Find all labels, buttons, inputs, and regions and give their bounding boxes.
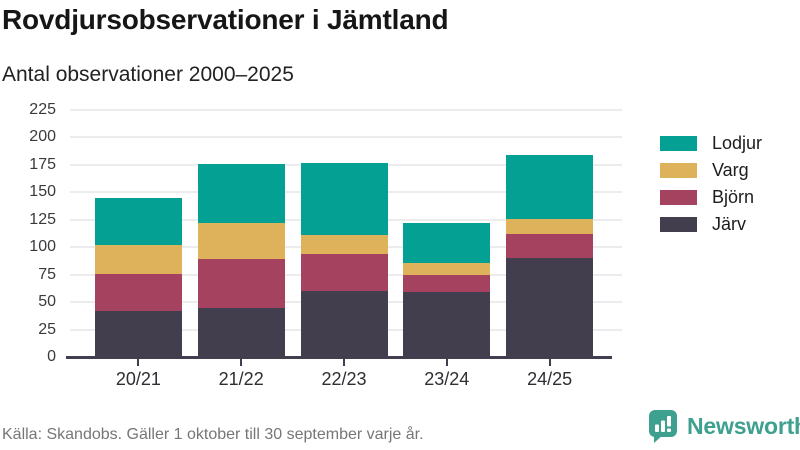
x-axis-line xyxy=(66,356,612,359)
bar-segment-lodjur-20-21 xyxy=(94,197,182,246)
gridline xyxy=(70,136,622,139)
y-tick-label: 50 xyxy=(38,293,56,311)
bar-segment-järv-20-21 xyxy=(94,310,182,357)
legend-label: Björn xyxy=(712,187,755,207)
bar-segment-varg-24-25 xyxy=(506,218,594,235)
legend-item: Järv xyxy=(660,211,762,238)
bar-segment-varg-21-22 xyxy=(197,223,285,260)
x-tick-label: 22/23 xyxy=(321,369,367,389)
bar-segment-björn-20-21 xyxy=(94,273,182,311)
bar-segment-björn-22-23 xyxy=(300,253,388,292)
newsworthy-wordmark: Newsworthy xyxy=(687,412,800,439)
y-tick-label: 0 xyxy=(47,348,56,365)
x-tick-label: 20/21 xyxy=(115,369,161,389)
x-tick xyxy=(343,359,345,366)
x-tick-label: 21/22 xyxy=(218,369,264,389)
x-tick-label: 23/24 xyxy=(424,369,470,389)
y-tick-label: 75 xyxy=(38,265,56,283)
legend: Lodjur Varg Björn Järv xyxy=(660,130,762,238)
legend-label: Varg xyxy=(712,160,749,180)
legend-item: Björn xyxy=(660,184,762,211)
bar-segment-varg-23-24 xyxy=(403,262,491,275)
y-tick-label: 225 xyxy=(29,101,56,118)
bar-segment-järv-23-24 xyxy=(403,292,491,357)
legend-swatch-järv xyxy=(660,217,697,232)
chart-subtitle: Antal observationer 2000–2025 xyxy=(2,63,294,86)
legend-swatch-varg xyxy=(660,163,697,178)
legend-item: Varg xyxy=(660,157,762,184)
y-tick-label: 25 xyxy=(38,320,56,338)
legend-swatch-björn xyxy=(660,190,697,205)
legend-swatch-lodjur xyxy=(660,136,697,151)
x-tick-label: 24/25 xyxy=(527,369,573,389)
x-tick xyxy=(445,359,448,366)
page-title: Rovdjursobservationer i Jämtland xyxy=(2,4,449,35)
x-tick xyxy=(548,359,551,366)
bar-segment-lodjur-23-24 xyxy=(403,223,491,263)
y-tick-label: 150 xyxy=(29,183,56,201)
bar-segment-björn-23-24 xyxy=(403,274,491,293)
bar-segment-björn-24-25 xyxy=(506,234,594,259)
legend-label: Lodjur xyxy=(712,133,763,153)
source-note: Källa: Skandobs. Gäller 1 oktober till 3… xyxy=(2,426,424,443)
bar-segment-björn-21-22 xyxy=(197,259,285,308)
newsworthy-bubble-chart-icon xyxy=(649,410,677,443)
legend-label: Järv xyxy=(712,214,747,234)
y-tick-label: 175 xyxy=(29,155,56,173)
newsworthy-logo[interactable]: Newsworthy xyxy=(646,408,800,444)
gridline xyxy=(70,109,622,111)
x-tick xyxy=(240,359,243,366)
bar-segment-järv-21-22 xyxy=(197,307,285,357)
y-tick-label: 125 xyxy=(29,210,56,228)
y-tick-label: 100 xyxy=(29,238,56,256)
x-tick xyxy=(137,359,140,366)
bar-segment-lodjur-21-22 xyxy=(197,163,285,224)
legend-item: Lodjur xyxy=(660,130,762,157)
bar-segment-järv-22-23 xyxy=(300,291,388,357)
y-tick-label: 200 xyxy=(29,128,56,146)
bar-segment-järv-24-25 xyxy=(506,258,594,357)
bar-segment-varg-22-23 xyxy=(300,235,388,254)
bar-segment-varg-20-21 xyxy=(94,245,182,274)
bar-segment-lodjur-24-25 xyxy=(506,155,594,219)
bar-segment-lodjur-22-23 xyxy=(300,162,388,236)
